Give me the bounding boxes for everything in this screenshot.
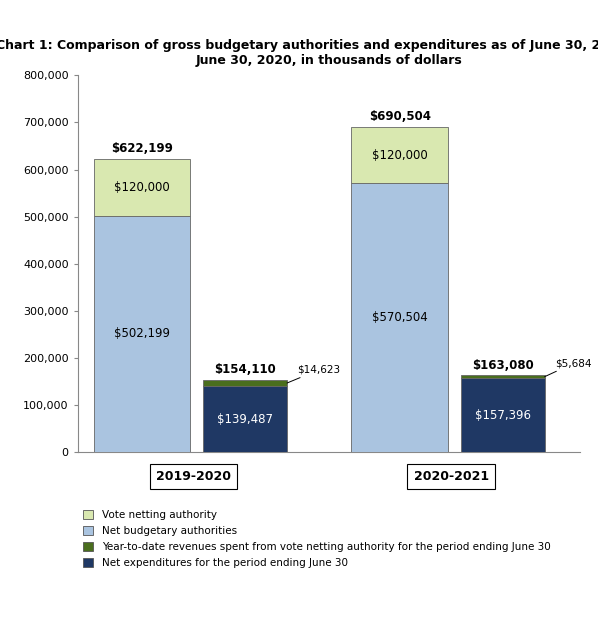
Bar [94,159,190,215]
Text: $502,199: $502,199 [114,327,170,340]
Text: $14,623: $14,623 [287,365,340,383]
Bar [461,376,545,378]
Bar [352,183,448,452]
Title: Chart 1: Comparison of gross budgetary authorities and expenditures as of June 3: Chart 1: Comparison of gross budgetary a… [0,39,598,67]
Text: $622,199: $622,199 [111,143,173,155]
Bar [352,127,448,183]
Text: $690,504: $690,504 [369,110,431,123]
Text: $5,684: $5,684 [545,359,591,377]
Bar [94,215,190,452]
Legend: Vote netting authority, Net budgetary authorities, Year-to-date revenues spent f: Vote netting authority, Net budgetary au… [83,510,550,568]
Text: $139,487: $139,487 [217,413,273,426]
Text: $163,080: $163,080 [472,359,533,372]
Text: 2019-2020: 2019-2020 [156,470,231,483]
Text: 2020-2021: 2020-2021 [414,470,489,483]
Bar [461,378,545,452]
Bar [203,386,287,452]
Bar [203,379,287,386]
Text: $157,396: $157,396 [475,409,531,421]
Text: $120,000: $120,000 [372,149,428,161]
Text: $120,000: $120,000 [114,181,170,194]
Text: $570,504: $570,504 [372,311,428,324]
Text: $154,110: $154,110 [214,363,276,376]
